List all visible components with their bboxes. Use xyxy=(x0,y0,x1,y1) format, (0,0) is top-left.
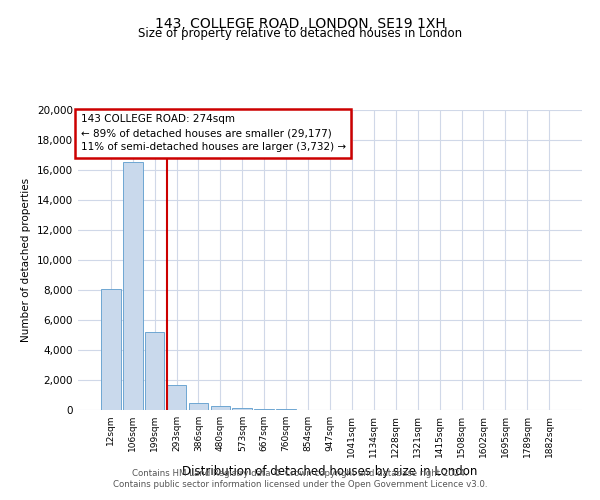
Bar xyxy=(123,162,143,410)
Text: Contains public sector information licensed under the Open Government Licence v3: Contains public sector information licen… xyxy=(113,480,487,489)
Bar xyxy=(101,289,121,410)
Bar xyxy=(276,409,296,410)
X-axis label: Distribution of detached houses by size in London: Distribution of detached houses by size … xyxy=(182,466,478,478)
Text: 143 COLLEGE ROAD: 274sqm
← 89% of detached houses are smaller (29,177)
11% of se: 143 COLLEGE ROAD: 274sqm ← 89% of detach… xyxy=(80,114,346,152)
Bar xyxy=(211,406,230,410)
Text: 143, COLLEGE ROAD, LONDON, SE19 1XH: 143, COLLEGE ROAD, LONDON, SE19 1XH xyxy=(155,18,445,32)
Bar xyxy=(232,408,252,410)
Bar xyxy=(167,384,187,410)
Text: Contains HM Land Registry data © Crown copyright and database right 2024.: Contains HM Land Registry data © Crown c… xyxy=(132,468,468,477)
Y-axis label: Number of detached properties: Number of detached properties xyxy=(22,178,31,342)
Text: Size of property relative to detached houses in London: Size of property relative to detached ho… xyxy=(138,28,462,40)
Bar xyxy=(145,332,164,410)
Bar xyxy=(188,402,208,410)
Bar xyxy=(254,408,274,410)
